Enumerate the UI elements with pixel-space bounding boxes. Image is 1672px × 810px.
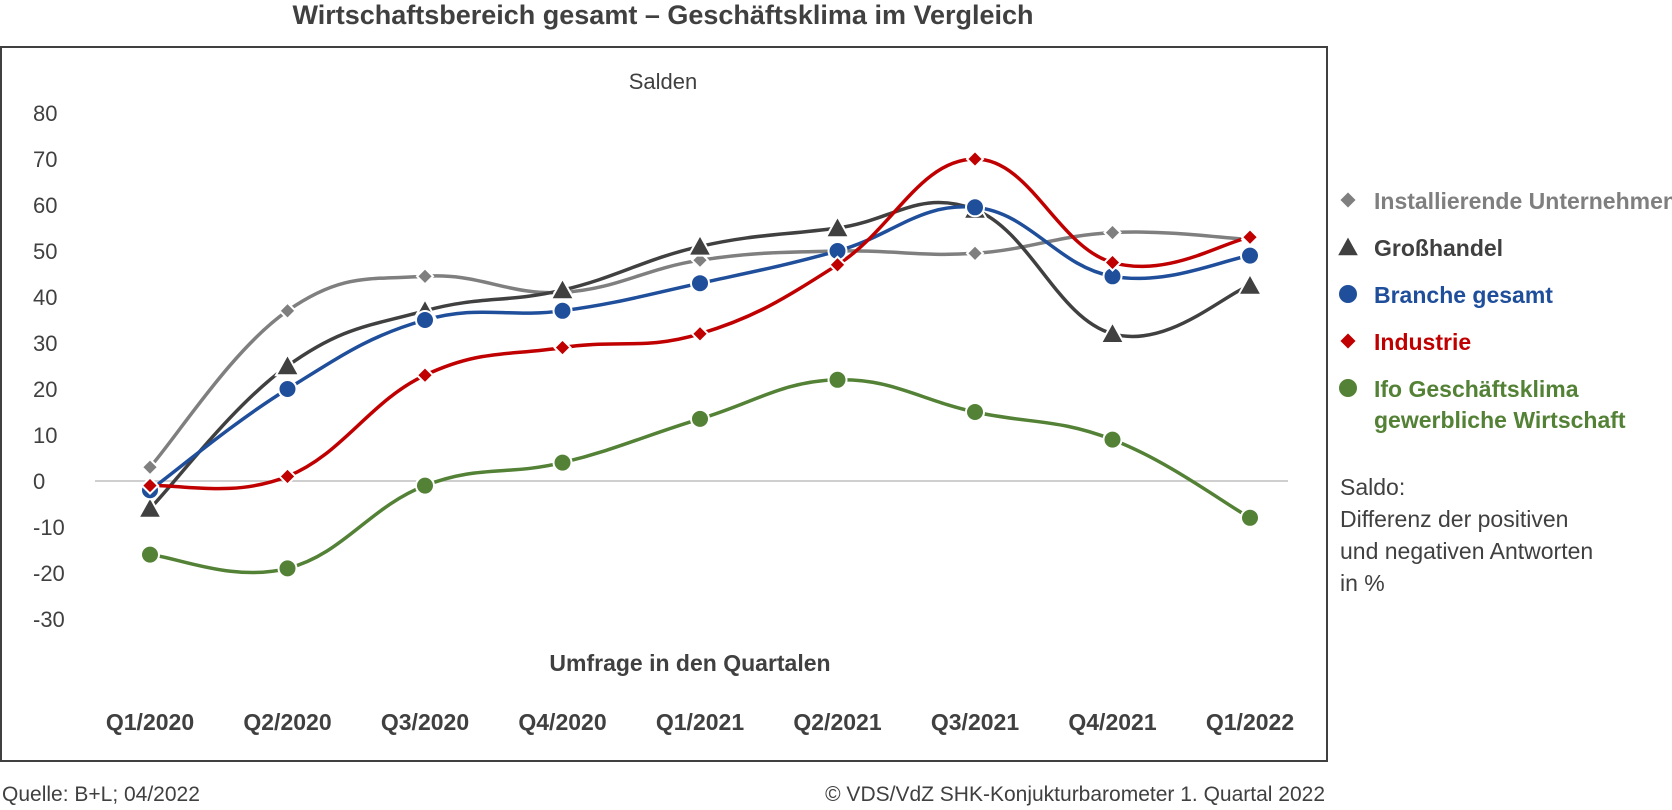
data-point-series-2 xyxy=(1099,320,1126,344)
x-tick-label: Q2/2021 xyxy=(793,709,881,735)
data-point-series-5 xyxy=(277,558,298,579)
y-tick-label: 80 xyxy=(33,101,57,126)
data-point-series-2 xyxy=(549,276,576,301)
data-point-series-4 xyxy=(690,324,710,344)
data-point-series-5 xyxy=(690,408,710,429)
x-tick-label: Q4/2020 xyxy=(518,709,606,735)
legend-label: Ifo Geschäftsklima xyxy=(1374,376,1579,402)
data-point-series-5 xyxy=(140,544,160,565)
data-point-series-3 xyxy=(690,273,710,294)
legend-marker xyxy=(1337,330,1359,352)
data-point-series-3 xyxy=(277,379,298,399)
data-point-series-2 xyxy=(1236,271,1264,296)
y-tick-label: -30 xyxy=(33,607,65,632)
x-tick-label: Q1/2021 xyxy=(656,709,744,735)
legend-label: Branche gesamt xyxy=(1374,282,1553,308)
y-axis: 80 70 60 50 40 30 20 10 0 -10 -20 -30 xyxy=(33,101,65,632)
x-axis: Q1/2020 Q2/2020 Q3/2020 Q4/2020 Q1/2021 Q2/20… xyxy=(106,709,1294,735)
note-line: in % xyxy=(1340,570,1385,596)
data-point-series-3 xyxy=(415,310,435,330)
y-tick-label: 50 xyxy=(33,239,57,264)
data-point-series-2 xyxy=(274,352,301,377)
data-point-series-2 xyxy=(136,495,164,519)
data-point-series-5 xyxy=(827,369,848,390)
data-point-series-1 xyxy=(278,301,297,321)
data-point-series-4 xyxy=(553,338,572,358)
x-tick-label: Q1/2022 xyxy=(1206,709,1294,735)
data-point-series-1 xyxy=(140,457,160,477)
legend-marker xyxy=(1337,189,1359,211)
data-point-series-1 xyxy=(415,266,435,286)
x-tick-label: Q3/2021 xyxy=(931,709,1019,735)
note-line: Differenz der positiven xyxy=(1340,506,1568,532)
y-tick-label: 20 xyxy=(33,377,57,402)
y-tick-label: 60 xyxy=(33,193,57,218)
y-tick-label: -20 xyxy=(33,561,65,586)
data-point-series-4 xyxy=(415,365,435,385)
saldo-note: Saldo: Differenz der positiven und negativ… xyxy=(1340,474,1593,596)
copyright-note: © VDS/VdZ SHK-Konjukturbarometer 1. Quar… xyxy=(825,783,1325,806)
x-tick-label: Q3/2020 xyxy=(381,709,469,735)
series-line-4 xyxy=(148,157,1252,491)
data-point-series-1 xyxy=(1103,223,1122,243)
plot-frame xyxy=(0,46,1328,762)
x-tick-label: Q2/2020 xyxy=(243,709,331,735)
legend-label: Großhandel xyxy=(1374,235,1503,261)
data-point-series-4 xyxy=(828,255,847,275)
data-point-series-2 xyxy=(824,214,851,239)
y-tick-label: 70 xyxy=(33,147,57,172)
x-tick-label: Q1/2020 xyxy=(106,709,194,735)
data-point-series-4 xyxy=(140,476,160,496)
legend-marker xyxy=(1337,283,1359,305)
data-point-series-1 xyxy=(965,243,985,263)
chart-title: Wirtschaftsbereich gesamt – Geschäftskli… xyxy=(292,0,1033,30)
legend-marker xyxy=(1337,377,1359,399)
series-markers xyxy=(136,149,1264,579)
legend-label: Industrie xyxy=(1374,329,1471,355)
y-tick-label: 0 xyxy=(33,469,45,494)
data-point-series-5 xyxy=(415,475,435,496)
x-axis-label: Umfrage in den Quartalen xyxy=(549,650,830,676)
y-tick-label: 40 xyxy=(33,285,57,310)
chart-subtitle: Salden xyxy=(629,69,698,94)
data-point-series-5 xyxy=(1240,507,1260,528)
data-point-series-2 xyxy=(686,232,714,257)
data-point-series-5 xyxy=(552,452,573,473)
y-tick-label: 30 xyxy=(33,331,57,356)
data-point-series-3 xyxy=(552,300,573,321)
legend: Installierende Unternehmen Großhandel Bran… xyxy=(1334,188,1672,433)
legend-label: gewerbliche Wirtschaft xyxy=(1374,407,1626,433)
data-point-series-3 xyxy=(1240,245,1260,266)
y-tick-label: 10 xyxy=(33,423,57,448)
data-point-series-5 xyxy=(1102,429,1123,450)
series-line-1 xyxy=(148,230,1252,469)
data-point-series-5 xyxy=(965,402,985,422)
legend-marker xyxy=(1334,233,1362,258)
x-tick-label: Q4/2021 xyxy=(1068,709,1156,735)
data-point-series-4 xyxy=(1103,253,1122,272)
data-point-series-4 xyxy=(1240,227,1260,247)
note-line: und negativen Antworten xyxy=(1340,538,1593,564)
data-point-series-3 xyxy=(965,197,985,218)
source-note: Quelle: B+L; 04/2022 xyxy=(2,783,200,806)
data-point-series-4 xyxy=(278,466,297,486)
y-tick-label: -10 xyxy=(33,515,65,540)
note-line: Saldo: xyxy=(1340,474,1405,500)
data-point-series-4 xyxy=(965,149,985,169)
legend-label: Installierende Unternehmen xyxy=(1374,188,1672,214)
